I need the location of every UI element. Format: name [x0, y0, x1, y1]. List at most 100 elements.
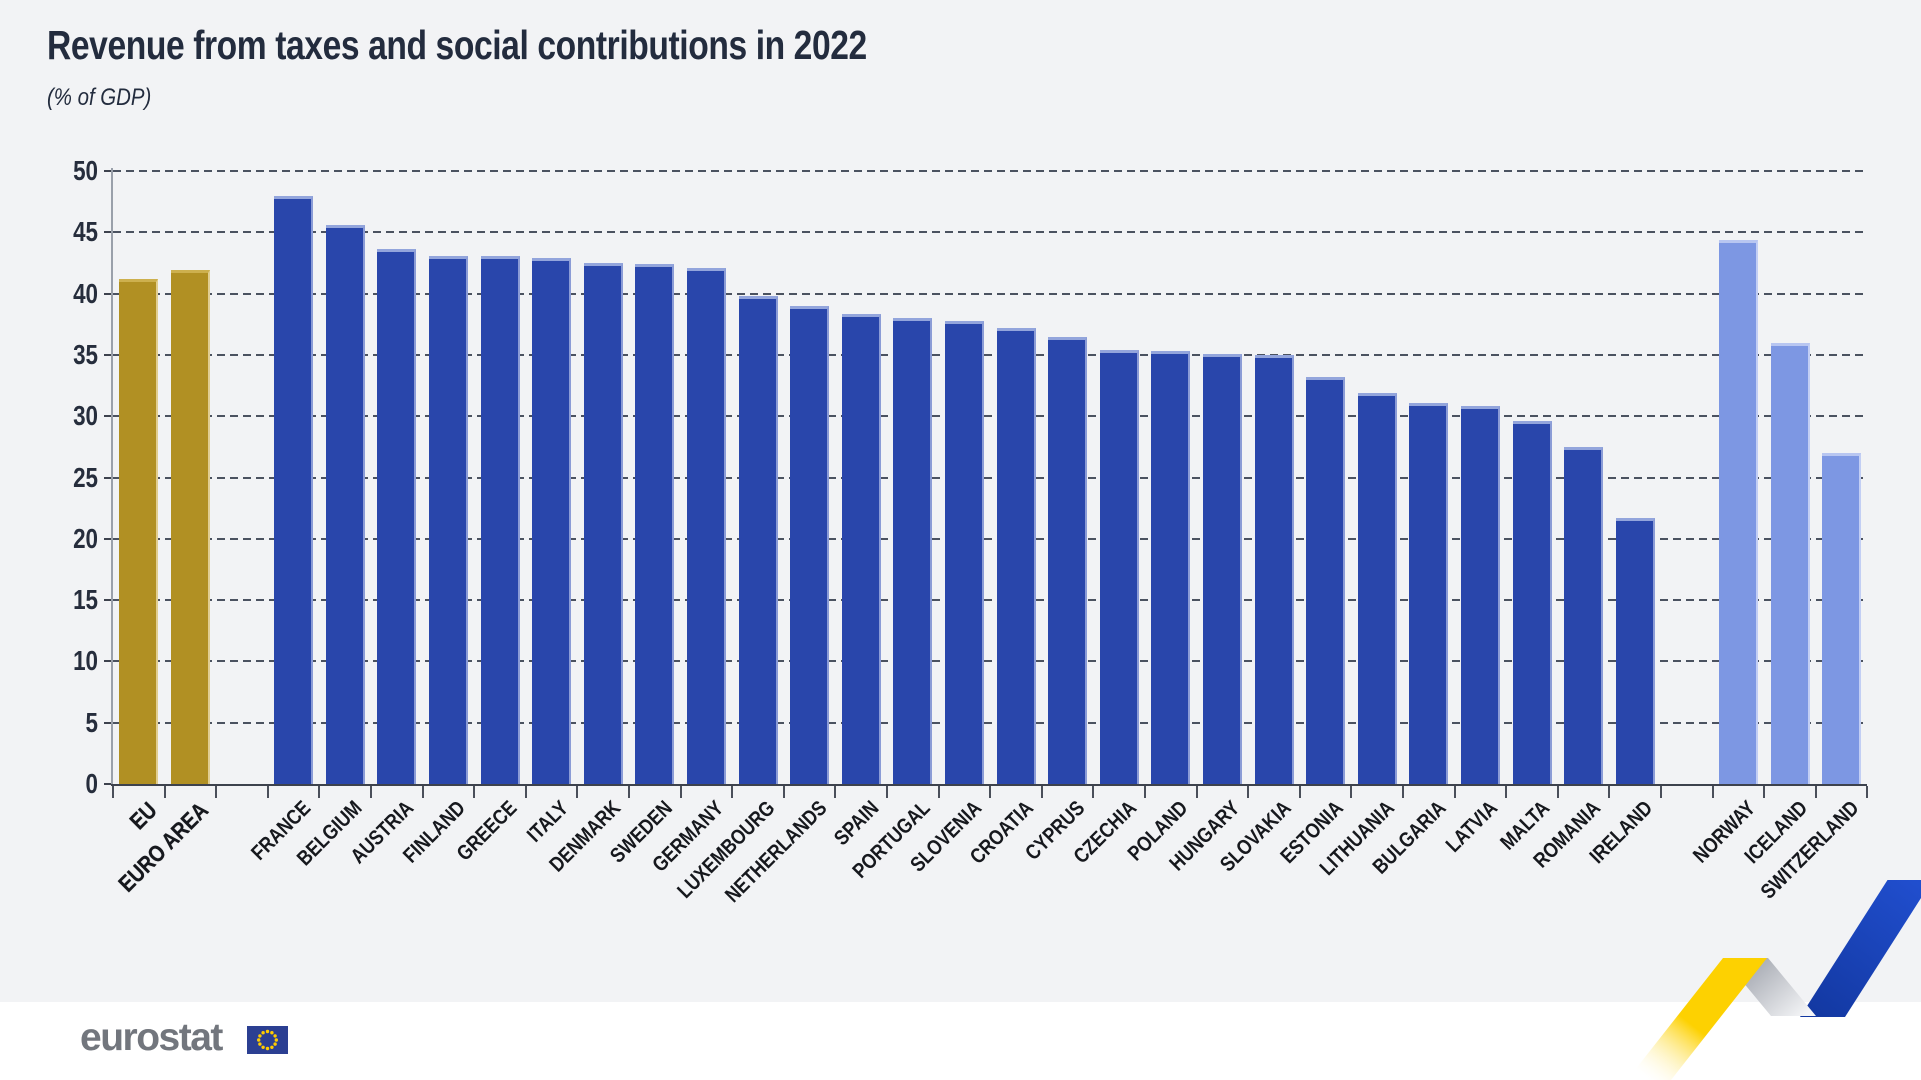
- gridline-20: [113, 537, 1867, 540]
- gridline-50: [113, 170, 1867, 172]
- eu-flag-icon: [247, 1026, 288, 1054]
- bar-estonia: [1306, 376, 1346, 784]
- x-label-wrap: SWITZERLAND: [1646, 793, 1863, 904]
- x-axis-tick: [1814, 786, 1817, 798]
- y-tick-label-50: 50: [73, 155, 98, 186]
- bar-austria: [377, 249, 417, 784]
- x-axis-tick: [937, 786, 940, 798]
- ribbon-yellow-band: [1627, 958, 1767, 1080]
- x-axis-tick: [1402, 786, 1404, 798]
- bar-hungary: [1202, 353, 1242, 784]
- x-axis-tick: [370, 786, 372, 798]
- y-axis-tick-30: [104, 415, 113, 418]
- y-axis-tick-5: [104, 721, 113, 724]
- bar-poland: [1151, 351, 1191, 784]
- bar-cyprus: [1048, 336, 1088, 784]
- x-axis-tick: [266, 786, 269, 798]
- eu-flag-stars: [257, 1029, 278, 1051]
- ribbon-blue-band: [1800, 880, 1921, 1017]
- y-tick-label-5: 5: [85, 706, 98, 738]
- gridline-30: [113, 415, 1867, 418]
- bar-greece: [480, 255, 520, 784]
- bar-lithuania: [1357, 392, 1397, 784]
- footer-strip: [0, 1002, 1921, 1080]
- x-axis-tick: [886, 786, 888, 798]
- x-axis-tick: [1556, 786, 1559, 798]
- bar-norway: [1718, 239, 1758, 784]
- y-tick-label-35: 35: [73, 338, 98, 370]
- bar-finland: [428, 255, 468, 784]
- bar-croatia: [996, 327, 1036, 784]
- x-axis-tick: [473, 786, 476, 798]
- x-axis-tick: [1247, 786, 1250, 798]
- x-axis-tick: [318, 786, 321, 798]
- bar-slovakia: [1254, 354, 1294, 784]
- x-axis-tick: [782, 786, 785, 798]
- gridline-15: [113, 599, 1867, 602]
- bar-euro-area: [170, 270, 210, 784]
- x-axis-tick: [1195, 786, 1198, 798]
- y-axis-tick-15: [104, 599, 113, 602]
- x-axis-tick: [628, 786, 630, 798]
- bar-switzerland: [1822, 452, 1862, 784]
- x-axis-tick: [1298, 786, 1301, 798]
- bar-slovenia: [944, 320, 984, 784]
- y-tick-label-15: 15: [73, 584, 98, 616]
- bar-netherlands: [790, 305, 830, 784]
- gridline-35: [113, 353, 1867, 356]
- chart-title: Revenue from taxes and social contributi…: [47, 22, 867, 68]
- y-tick-label-20: 20: [73, 522, 98, 554]
- bar-bulgaria: [1409, 402, 1449, 784]
- bar-sweden: [635, 264, 675, 784]
- bar-romania: [1564, 446, 1604, 784]
- x-axis-tick: [1505, 786, 1508, 798]
- bar-belgium: [325, 224, 365, 784]
- y-tick-label-25: 25: [73, 461, 98, 493]
- bar-czechia: [1099, 349, 1139, 784]
- bar-spain: [841, 314, 881, 784]
- y-axis-tick-20: [104, 537, 113, 540]
- bar-italy: [532, 258, 572, 784]
- eurostat-logo-text: eurostat: [80, 1016, 223, 1059]
- x-axis-tick: [1453, 786, 1456, 798]
- x-axis-tick: [215, 786, 218, 798]
- y-tick-label-45: 45: [73, 216, 98, 248]
- y-axis-line: [111, 168, 113, 786]
- bar-iceland: [1770, 342, 1810, 784]
- x-axis-tick: [1144, 786, 1146, 798]
- bar-eu: [119, 278, 159, 784]
- x-axis-line: [111, 784, 1867, 786]
- x-axis-tick: [524, 786, 527, 798]
- gridline-45: [113, 231, 1867, 234]
- x-axis-tick: [1866, 786, 1869, 798]
- bar-luxembourg: [738, 296, 778, 784]
- x-axis-tick: [731, 786, 734, 798]
- x-axis-tick: [989, 786, 992, 798]
- x-axis-tick: [576, 786, 579, 798]
- x-axis-tick: [1763, 786, 1766, 798]
- y-axis-tick-25: [104, 476, 113, 479]
- gridline-10: [113, 660, 1867, 663]
- y-axis-tick-10: [104, 660, 113, 663]
- y-axis-tick-45: [104, 231, 113, 234]
- bar-france: [274, 195, 314, 784]
- y-tick-label-0: 0: [85, 768, 98, 799]
- y-tick-label-10: 10: [73, 645, 98, 677]
- bar-latvia: [1460, 406, 1500, 784]
- y-tick-label-40: 40: [73, 277, 98, 309]
- x-axis-tick: [1711, 786, 1714, 798]
- y-axis-tick-35: [104, 353, 113, 356]
- x-axis-tick: [834, 786, 837, 798]
- x-axis-tick: [1350, 786, 1353, 798]
- gridline-5: [113, 721, 1867, 724]
- y-axis-tick-0: [104, 783, 113, 785]
- x-axis-tick: [1092, 786, 1095, 798]
- x-axis-tick: [1660, 786, 1662, 798]
- y-axis-tick-40: [104, 292, 113, 295]
- bar-ireland: [1615, 517, 1655, 784]
- gridline-25: [113, 476, 1867, 479]
- x-axis-tick: [1608, 786, 1611, 798]
- gridline-40: [113, 292, 1867, 295]
- x-axis-tick: [679, 786, 682, 798]
